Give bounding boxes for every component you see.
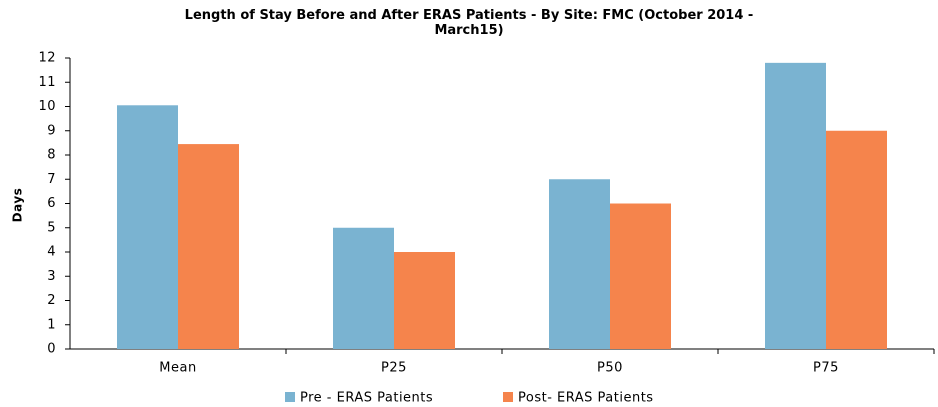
y-tick-label: 4 (47, 245, 56, 260)
y-tick-label: 12 (38, 51, 56, 66)
y-tick-label: 9 (47, 123, 56, 138)
bar (826, 130, 887, 349)
chart-title: Length of Stay Before and After ERAS Pat… (184, 8, 754, 38)
x-tick-label: P50 (597, 361, 623, 376)
bar (333, 227, 394, 349)
legend-swatch (503, 392, 513, 402)
legend-label: Pre - ERAS Patients (300, 391, 433, 406)
y-tick-label: 10 (38, 99, 56, 114)
y-tick-label: 1 (47, 317, 56, 332)
x-tick-label: P25 (381, 361, 407, 376)
y-tick-label: 11 (38, 75, 56, 90)
bar (117, 105, 178, 349)
y-axis-label: Days (11, 188, 25, 223)
legend-swatch (285, 392, 295, 402)
y-tick-label: 6 (47, 196, 56, 211)
y-tick-label: 0 (47, 342, 56, 357)
y-tick-label: 8 (47, 148, 56, 163)
y-tick-label: 3 (47, 269, 56, 284)
y-tick-label: 2 (47, 293, 56, 308)
x-tick-label: P75 (813, 361, 839, 376)
bar (765, 62, 826, 349)
bar (549, 179, 610, 349)
legend-label: Post- ERAS Patients (518, 391, 654, 406)
bar (178, 144, 239, 349)
y-tick-label: 5 (47, 220, 56, 235)
bar (394, 252, 455, 349)
x-tick-label: Mean (159, 361, 196, 376)
bar (610, 203, 671, 349)
y-tick-label: 7 (47, 172, 56, 187)
title-box: Length of Stay Before and After ERAS Pat… (0, 8, 938, 38)
